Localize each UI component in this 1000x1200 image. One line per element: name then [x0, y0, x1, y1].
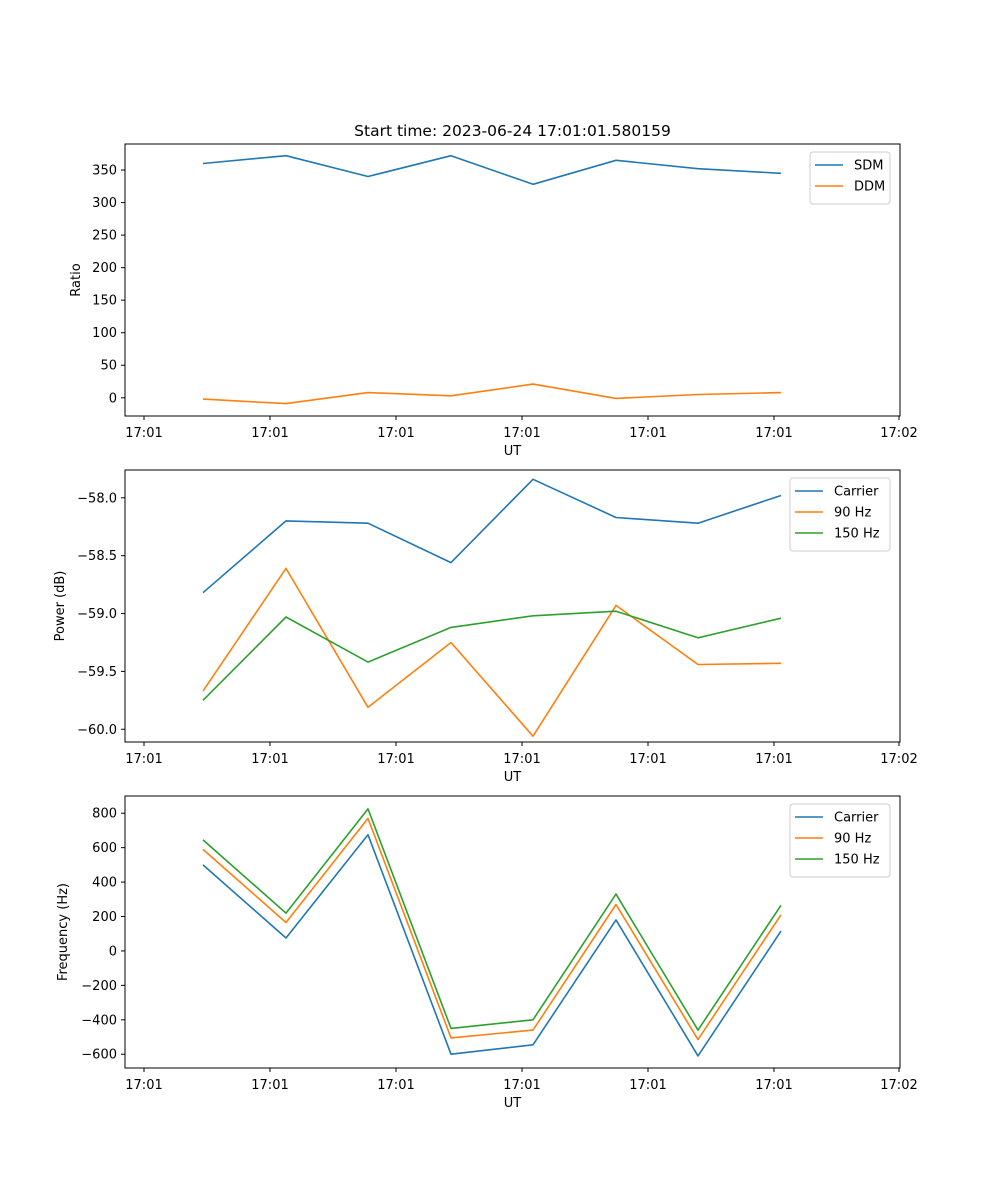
- x-tick-label: 17:01: [377, 752, 414, 767]
- y-tick-label: 350: [92, 164, 117, 179]
- x-tick-label: 17:01: [503, 1078, 540, 1093]
- x-tick-label: 17:01: [503, 426, 540, 441]
- x-tick-label: 17:01: [755, 752, 792, 767]
- x-tick-label: 17:01: [503, 752, 540, 767]
- x-tick-label: 17:01: [251, 752, 288, 767]
- y-tick-label: −58.0: [77, 491, 117, 506]
- series-line-150-hz: [202, 610, 782, 701]
- y-axis-label: Ratio: [69, 263, 84, 296]
- legend: Carrier 90 Hz 150 Hz: [789, 477, 891, 552]
- x-tick-label: 17:01: [125, 752, 162, 767]
- legend-label: Carrier: [834, 485, 879, 500]
- legend: SDM DDM: [809, 151, 891, 205]
- legend-label: SDM: [854, 159, 883, 174]
- series-line-carrier: [202, 478, 782, 594]
- legend-label: 150 Hz: [834, 527, 880, 542]
- y-tick-label: 200: [92, 261, 117, 276]
- ratio-panel: 0 50 100 150 200 250 300 350 17:01 17:01 17:01 17:0…: [69, 143, 918, 459]
- y-tick-label: 400: [92, 876, 117, 891]
- x-tick-label: 17:02: [880, 1078, 917, 1093]
- x-tick-label: 17:01: [755, 1078, 792, 1093]
- x-tick-label: 17:01: [125, 426, 162, 441]
- x-tick-label: 17:01: [125, 1078, 162, 1093]
- x-tick-label: 17:01: [251, 426, 288, 441]
- y-tick-label: 0: [109, 391, 117, 406]
- legend-label: 90 Hz: [834, 506, 871, 521]
- legend-label: DDM: [854, 180, 885, 195]
- series-line-carrier: [202, 833, 782, 1057]
- x-tick-label: 17:01: [755, 426, 792, 441]
- y-tick-label: −59.0: [77, 607, 117, 622]
- x-tick-label: 17:01: [377, 1078, 414, 1093]
- y-tick-label: −200: [81, 979, 117, 994]
- y-tick-label: 50: [100, 359, 117, 374]
- power-panel: −60.0 −59.5 −59.0 −58.5 −58.0 17:01 17:01 17:01…: [53, 469, 918, 785]
- x-axis-label: UT: [504, 770, 522, 785]
- y-tick-label: 250: [92, 229, 117, 244]
- y-axis-label: Frequency (Hz): [56, 883, 71, 981]
- legend-label: 90 Hz: [834, 832, 871, 847]
- series-line-90-hz: [202, 817, 782, 1041]
- series-line-sdm: [202, 154, 782, 186]
- y-tick-label: 0: [109, 944, 117, 959]
- y-tick-label: 100: [92, 326, 117, 341]
- y-tick-label: 800: [92, 807, 117, 822]
- y-tick-label: −600: [81, 1048, 117, 1063]
- plot-frame: [124, 795, 901, 1069]
- series-line-90-hz: [202, 567, 782, 738]
- y-tick-label: 200: [92, 910, 117, 925]
- x-tick-label: 17:01: [629, 1078, 666, 1093]
- x-tick-label: 17:01: [629, 426, 666, 441]
- y-tick-label: −58.5: [77, 549, 117, 564]
- legend: Carrier 90 Hz 150 Hz: [789, 803, 891, 878]
- x-axis-label: UT: [504, 1096, 522, 1111]
- plot-frame: [124, 143, 901, 417]
- y-axis-label: Power (dB): [53, 571, 68, 642]
- y-tick-label: −59.5: [77, 665, 117, 680]
- x-tick-label: 17:02: [880, 752, 917, 767]
- y-tick-label: 150: [92, 294, 117, 309]
- x-tick-label: 17:02: [880, 426, 917, 441]
- y-tick-label: −60.0: [77, 723, 117, 738]
- y-tick-label: −400: [81, 1013, 117, 1028]
- y-tick-label: 600: [92, 841, 117, 856]
- y-tick-label: 300: [92, 196, 117, 211]
- x-tick-label: 17:01: [251, 1078, 288, 1093]
- series-line-ddm: [202, 383, 782, 405]
- plot-frame: [124, 469, 901, 743]
- series-line-150-hz: [202, 808, 782, 1031]
- legend-label: 150 Hz: [834, 853, 880, 868]
- figure-title: Start time: 2023-06-24 17:01:01.580159: [354, 122, 671, 140]
- legend-label: Carrier: [834, 811, 879, 826]
- x-tick-label: 17:01: [629, 752, 666, 767]
- frequency-panel: −600 −400 −200 0 200 400 600 800 17:01 17:01 17:01…: [56, 795, 918, 1111]
- x-axis-label: UT: [504, 444, 522, 459]
- x-tick-label: 17:01: [377, 426, 414, 441]
